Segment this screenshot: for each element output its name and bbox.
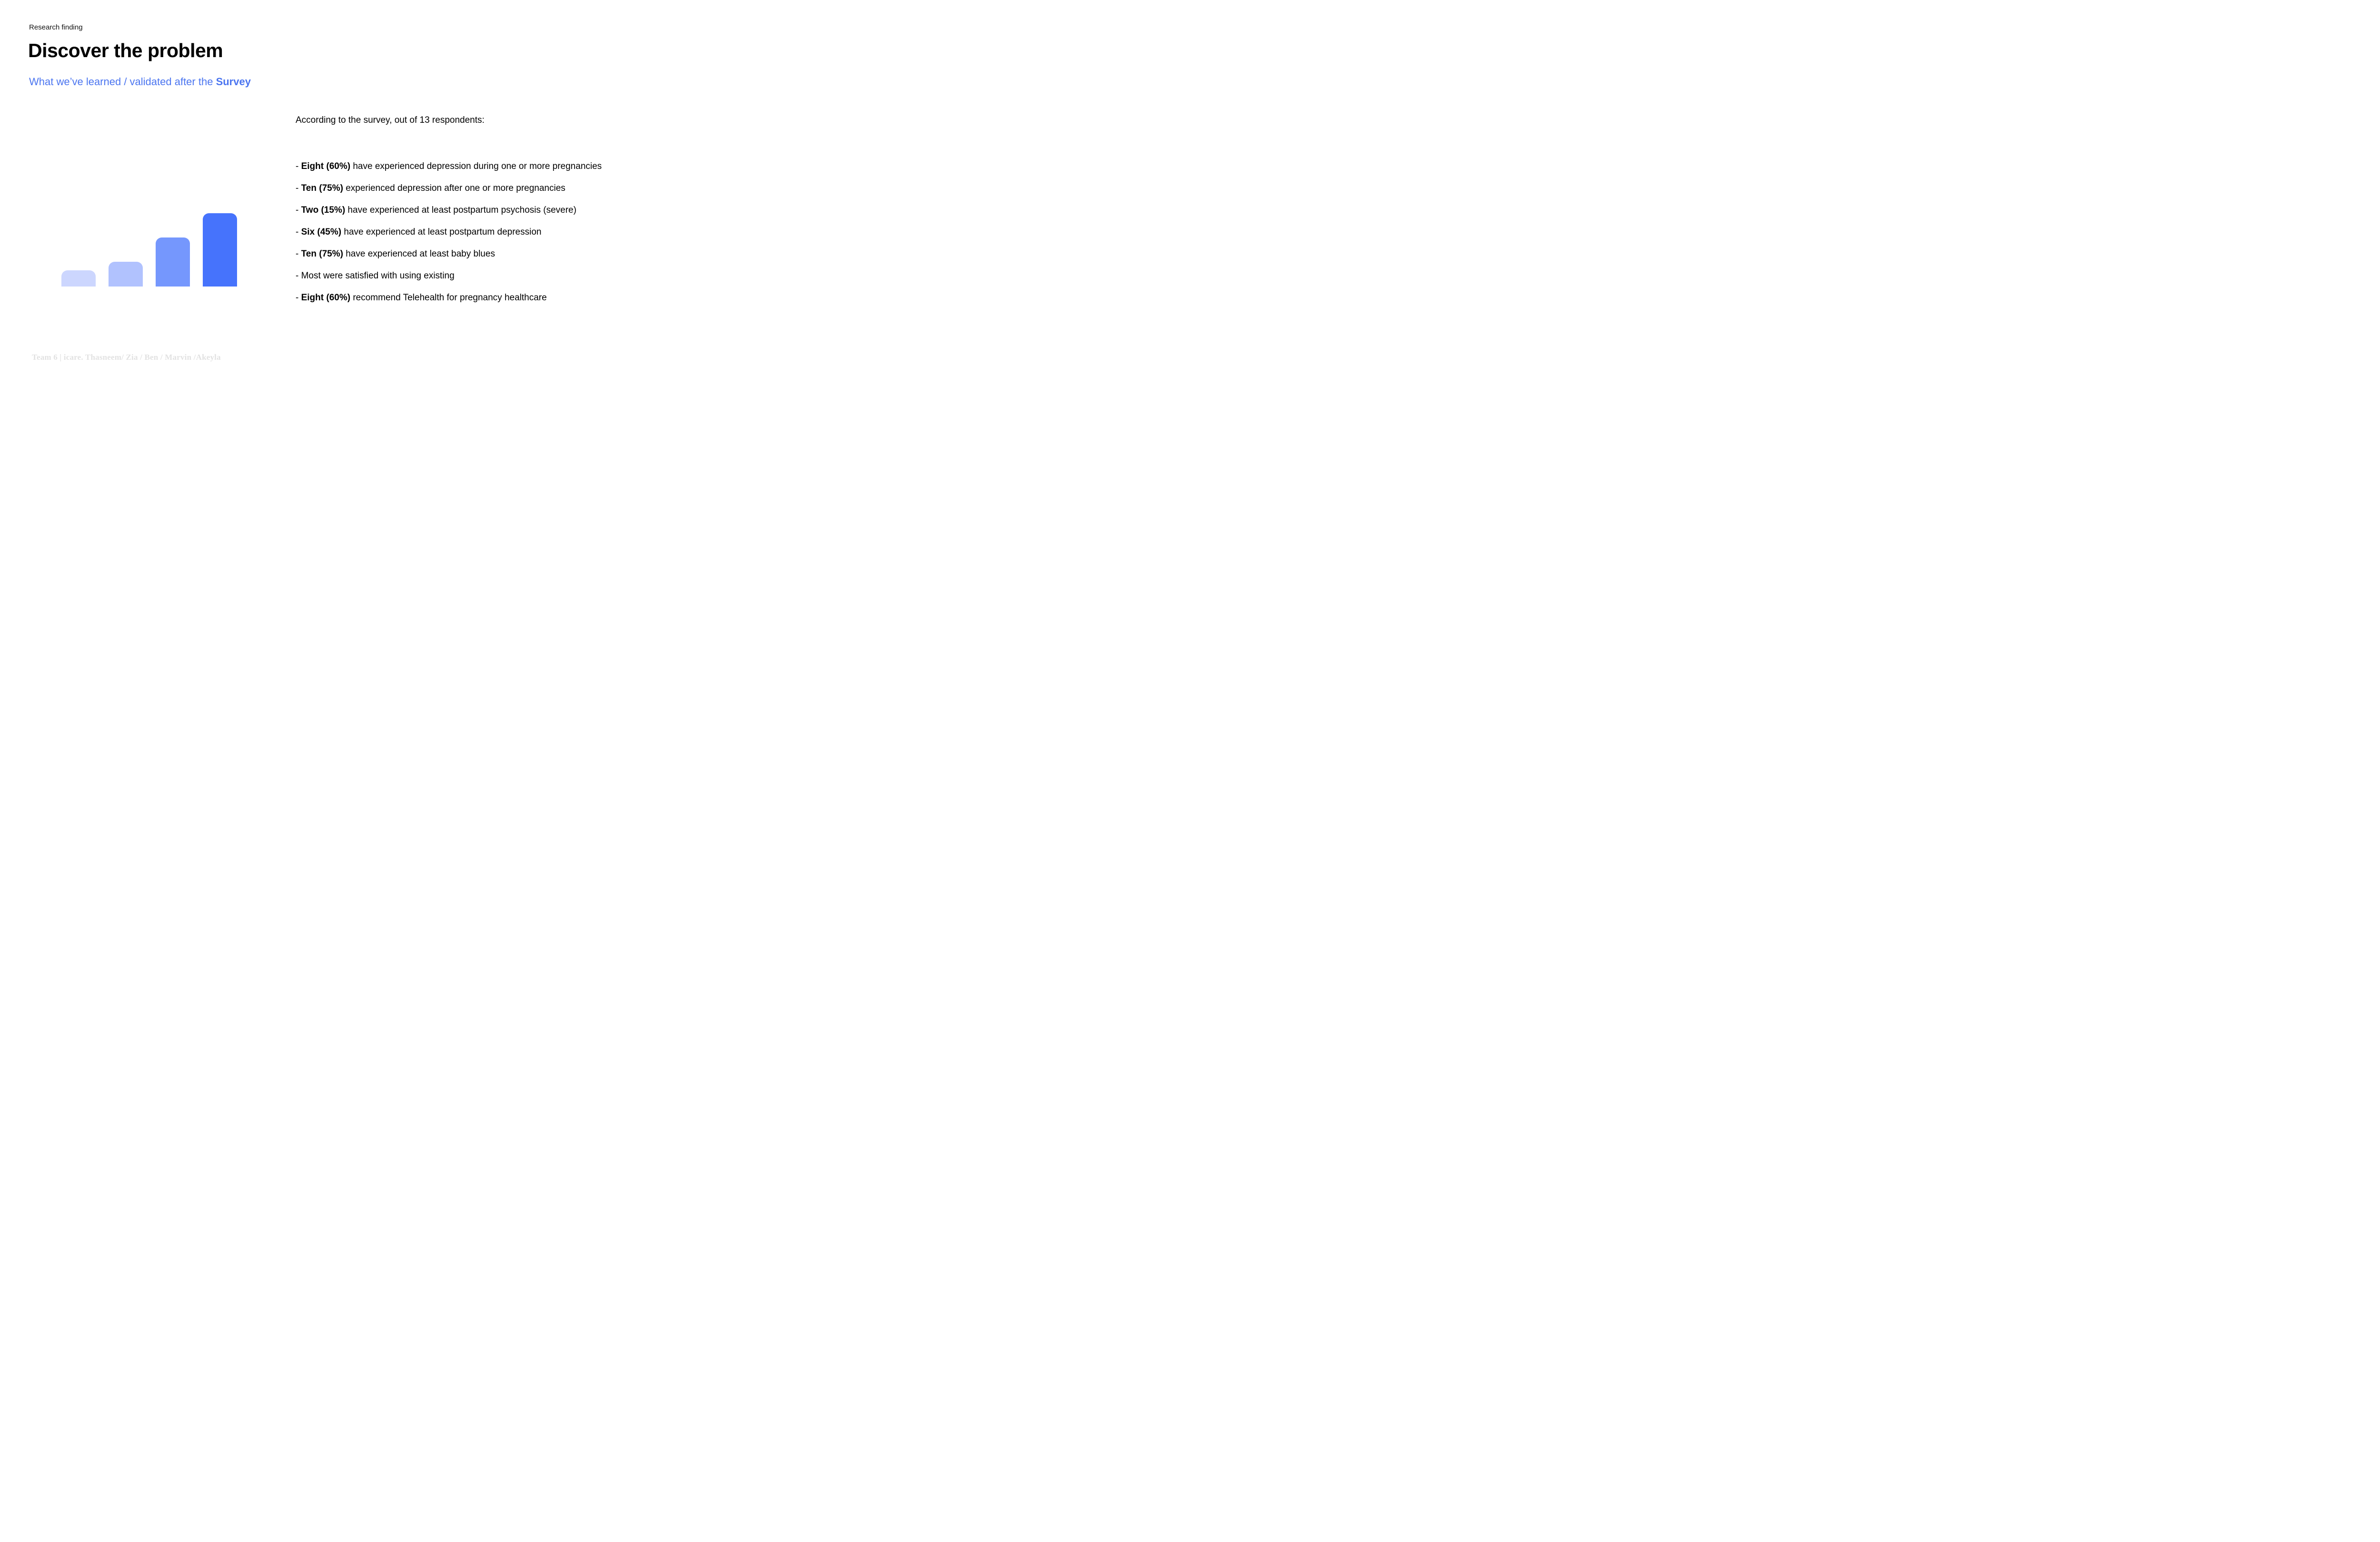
finding-text: have experienced at least postpartum psy…	[345, 205, 576, 215]
subtitle-regular-text: What we’ve learned / validated after the	[29, 76, 216, 88]
finding-dash: -	[296, 183, 301, 193]
slide-canvas: Research finding Discover the problem Wh…	[0, 0, 685, 386]
finding-item: - Two (15%) have experienced at least po…	[296, 204, 672, 217]
chart-bar-2	[109, 262, 143, 287]
finding-dash: -	[296, 249, 301, 259]
chart-bar-1	[61, 270, 96, 287]
finding-stat: Ten (75%)	[301, 249, 343, 259]
finding-text: recommend Telehealth for pregnancy healt…	[350, 293, 547, 303]
chart-bar-3	[156, 237, 190, 287]
finding-dash: -	[296, 161, 301, 171]
finding-text: have experienced depression during one o…	[350, 161, 602, 171]
finding-item: - Eight (60%) have experienced depressio…	[296, 160, 672, 173]
bar-chart	[61, 213, 237, 287]
finding-item: - Six (45%) have experienced at least po…	[296, 226, 672, 239]
chart-bar-4	[203, 213, 237, 287]
page-title: Discover the problem	[28, 40, 223, 61]
footer-credits: Team 6 | icare. Thasneem/ Zia / Ben / Ma…	[32, 353, 221, 362]
finding-item: - Ten (75%) experienced depression after…	[296, 182, 672, 195]
finding-item: - Ten (75%) have experienced at least ba…	[296, 247, 672, 261]
finding-text: have experienced at least postpartum dep…	[341, 227, 542, 237]
finding-stat: Six (45%)	[301, 227, 342, 237]
slide-subtitle: What we’ve learned / validated after the…	[29, 75, 251, 89]
finding-stat: Two (15%)	[301, 205, 346, 215]
finding-dash: -	[296, 271, 301, 281]
eyebrow-label: Research finding	[29, 23, 83, 31]
findings-list: - Eight (60%) have experienced depressio…	[296, 160, 672, 305]
finding-text: experienced depression after one or more…	[343, 183, 565, 193]
finding-item: - Eight (60%) recommend Telehealth for p…	[296, 291, 672, 305]
finding-stat: Eight (60%)	[301, 161, 351, 171]
finding-text: Most were satisfied with using existing	[301, 271, 455, 281]
finding-dash: -	[296, 227, 301, 237]
finding-dash: -	[296, 205, 301, 215]
subtitle-bold-text: Survey	[216, 76, 251, 88]
finding-item: - Most were satisfied with using existin…	[296, 269, 672, 283]
findings-panel: According to the survey, out of 13 respo…	[296, 115, 672, 313]
findings-intro: According to the survey, out of 13 respo…	[296, 115, 485, 125]
finding-stat: Eight (60%)	[301, 293, 351, 303]
finding-stat: Ten (75%)	[301, 183, 343, 193]
finding-text: have experienced at least baby blues	[343, 249, 495, 259]
finding-dash: -	[296, 293, 301, 303]
